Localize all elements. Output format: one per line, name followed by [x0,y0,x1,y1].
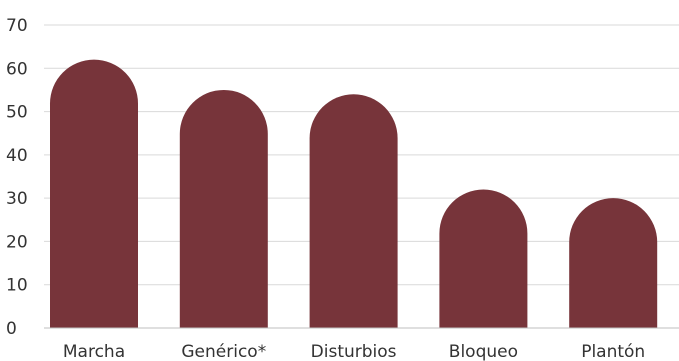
x-category-label: Bloqueo [449,342,518,361]
bar-marcha [50,59,138,328]
x-category-label: Disturbios [311,342,397,361]
x-category-label: Genérico* [181,342,266,361]
y-tick-label: 70 [6,16,28,36]
bars [50,59,658,329]
y-tick-label: 30 [6,189,28,209]
bar-disturbios [309,94,398,328]
y-tick-label: 0 [6,319,17,339]
bar-bloqueo [439,189,528,328]
x-category-label: Marcha [63,342,125,361]
y-tick-label: 40 [6,146,28,166]
y-tick-label: 60 [6,59,28,79]
y-tick-label: 20 [6,232,28,252]
bar-genérico [179,89,268,329]
x-axis-labels: Marcha Genérico* Disturbios Bloqueo Plantón [63,342,645,361]
bar-plantón [569,198,658,328]
y-axis-ticks: 0 10 20 30 40 50 60 70 [6,16,28,339]
x-category-label: Plantón [581,342,645,361]
y-tick-label: 50 [6,103,28,123]
y-tick-label: 10 [6,276,28,296]
